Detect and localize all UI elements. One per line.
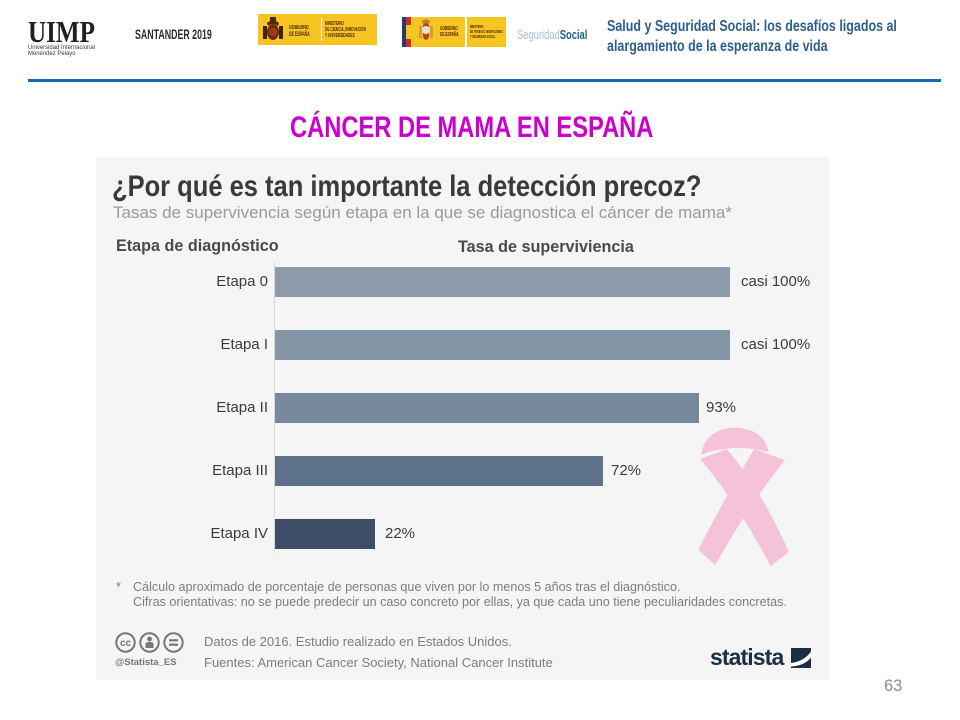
svg-text:cc: cc: [120, 638, 132, 649]
